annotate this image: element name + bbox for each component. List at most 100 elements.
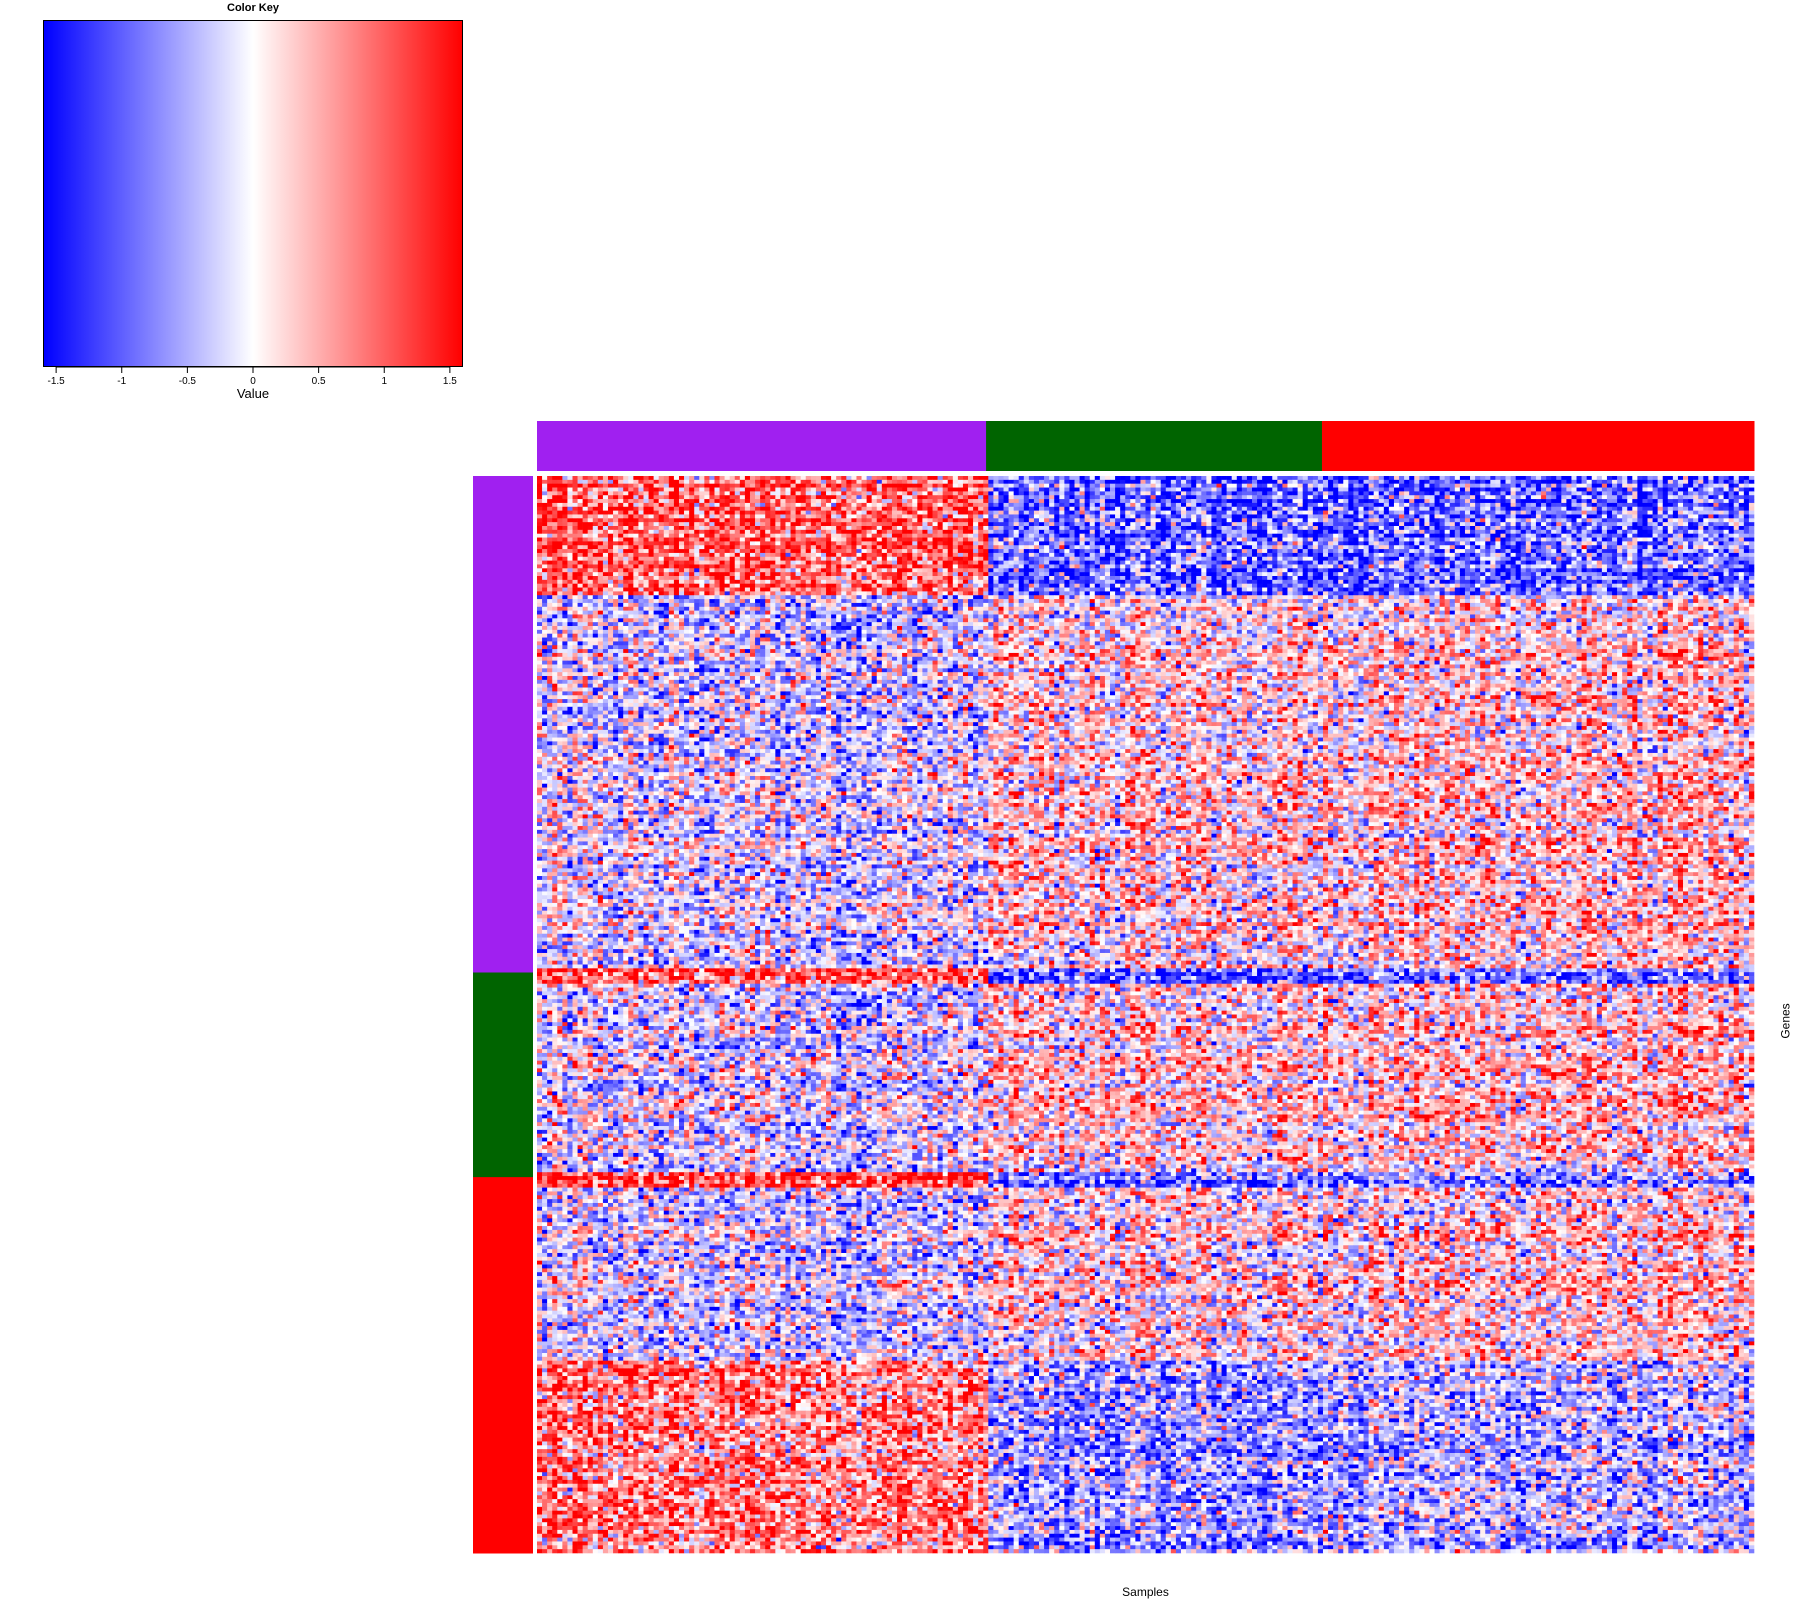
heatmap-cell (1495, 495, 1500, 499)
heatmap-cell (1678, 476, 1683, 480)
heatmap-cell (938, 511, 943, 515)
heatmap-cell (1551, 484, 1556, 488)
heatmap-cell (1440, 476, 1445, 480)
heatmap-cell (811, 511, 816, 515)
heatmap-cell (1171, 511, 1176, 515)
heatmap-cell (1703, 491, 1708, 495)
heatmap-cell (1668, 488, 1673, 492)
heatmap-cell (1632, 499, 1637, 503)
heatmap-cell (1277, 480, 1282, 484)
heatmap-cell (649, 503, 654, 507)
heatmap-cell (1389, 507, 1394, 511)
heatmap-cell (1490, 495, 1495, 499)
heatmap-cell (1663, 484, 1668, 488)
heatmap-cell (1054, 499, 1059, 503)
heatmap-cell (933, 484, 938, 488)
heatmap-cell (801, 495, 806, 499)
heatmap-cell (785, 491, 790, 495)
heatmap-cell (593, 480, 598, 484)
heatmap-cell (1673, 495, 1678, 499)
heatmap-cell (1516, 484, 1521, 488)
heatmap-cell (1602, 507, 1607, 511)
heatmap-cell (993, 495, 998, 499)
heatmap-cell (1500, 484, 1505, 488)
heatmap-cell (1343, 495, 1348, 499)
heatmap-cell (851, 507, 856, 511)
heatmap-cell (963, 499, 968, 503)
heatmap-cell (801, 503, 806, 507)
heatmap-cell (704, 503, 709, 507)
heatmap-cell (669, 511, 674, 515)
heatmap-cell (1191, 488, 1196, 492)
heatmap-cell (1009, 488, 1014, 492)
heatmap-cell (1171, 491, 1176, 495)
heatmap-cell (1734, 476, 1739, 480)
heatmap-cell (679, 476, 684, 480)
heatmap-cell (1348, 507, 1353, 511)
heatmap-cell (780, 491, 785, 495)
heatmap-cell (1648, 476, 1653, 480)
heatmap-cell (1693, 499, 1698, 503)
heatmap-cell (1435, 488, 1440, 492)
heatmap-cell (750, 476, 755, 480)
heatmap-cell (1546, 491, 1551, 495)
heatmap-cell (1384, 491, 1389, 495)
heatmap-cell (1211, 476, 1216, 480)
heatmap-cell (720, 511, 725, 515)
heatmap-cell (1019, 503, 1024, 507)
heatmap-cell (968, 476, 973, 480)
heatmap-cell (1404, 499, 1409, 503)
heatmap-cell (867, 503, 872, 507)
heatmap-cell (608, 503, 613, 507)
heatmap-cell (1627, 484, 1632, 488)
heatmap-cell (1632, 484, 1637, 488)
heatmap-cell (1404, 491, 1409, 495)
heatmap-cell (552, 503, 557, 507)
heatmap-cell (1161, 476, 1166, 480)
heatmap-cell (1460, 484, 1465, 488)
heatmap-cell (649, 491, 654, 495)
heatmap-cell (1232, 484, 1237, 488)
heatmap-cell (608, 491, 613, 495)
heatmap-cell (1166, 495, 1171, 499)
heatmap-cell (1156, 476, 1161, 480)
heatmap-cell (1069, 484, 1074, 488)
heatmap-cell (557, 511, 562, 515)
heatmap-cell (1049, 484, 1054, 488)
heatmap-cell (1313, 491, 1318, 495)
heatmap-cell (765, 499, 770, 503)
heatmap-cell (1191, 480, 1196, 484)
heatmap-cell (583, 476, 588, 480)
heatmap-cell (562, 511, 567, 515)
heatmap-cell (1526, 476, 1531, 480)
heatmap-cell (1399, 480, 1404, 484)
heatmap-cell (1252, 495, 1257, 499)
heatmap-cell (1607, 499, 1612, 503)
heatmap-cell (1242, 488, 1247, 492)
heatmap-cell (801, 484, 806, 488)
heatmap-cell (1424, 499, 1429, 503)
heatmap-cell (1100, 491, 1105, 495)
heatmap-cell (1663, 480, 1668, 484)
heatmap-cell (1424, 488, 1429, 492)
heatmap-cell (704, 499, 709, 503)
heatmap-cell (1252, 499, 1257, 503)
heatmap-cell (998, 480, 1003, 484)
heatmap-cell (1100, 503, 1105, 507)
heatmap-cell (927, 476, 932, 480)
heatmap-cell (750, 507, 755, 511)
heatmap-cell (1399, 495, 1404, 499)
heatmap-cell (1663, 503, 1668, 507)
heatmap-cell (1247, 480, 1252, 484)
heatmap-cell (1485, 503, 1490, 507)
heatmap-cell (1085, 495, 1090, 499)
heatmap-cell (785, 488, 790, 492)
heatmap-cell (978, 476, 983, 480)
heatmap-cell (872, 476, 877, 480)
heatmap-cell (1135, 511, 1140, 515)
heatmap-cell (1024, 511, 1029, 515)
heatmap-cell (1105, 480, 1110, 484)
heatmap-cell (1642, 488, 1647, 492)
heatmap-cell (1404, 488, 1409, 492)
heatmap-cell (1379, 488, 1384, 492)
